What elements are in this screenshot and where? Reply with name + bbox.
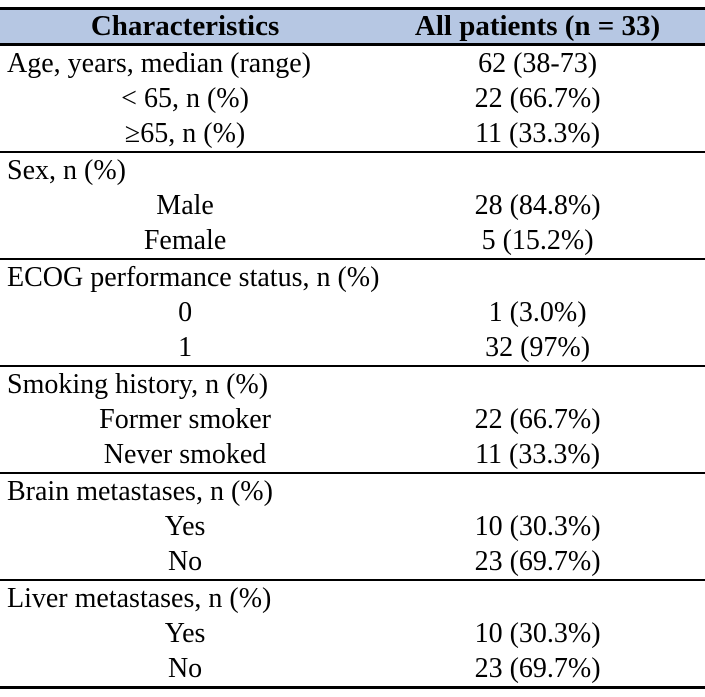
characteristic-category-cell: Brain metastases, n (%) [0, 472, 371, 509]
characteristic-category-cell: ECOG performance status, n (%) [0, 258, 379, 295]
table-row: 0 1 (3.0%) [0, 295, 705, 330]
value-cell [370, 472, 705, 509]
value-cell: 62 (38-73) [478, 48, 598, 79]
table-row: ECOG performance status, n (%) [0, 258, 705, 295]
value-cell: 5 (15.2%) [481, 225, 594, 256]
characteristic-subitem-cell: Yes [164, 618, 206, 649]
characteristic-subitem-cell: ≥65, n (%) [124, 118, 246, 149]
table-row: No 23 (69.7%) [0, 651, 705, 688]
value-cell [370, 151, 705, 188]
characteristic-subitem-cell: No [167, 653, 203, 684]
value-cell: 23 (69.7%) [474, 653, 601, 684]
characteristic-subitem-cell: Male [156, 190, 214, 221]
table-row: < 65, n (%) 22 (66.7%) [0, 81, 705, 116]
characteristic-subitem-cell: Former smoker [99, 404, 271, 435]
table-row: Brain metastases, n (%) [0, 472, 705, 509]
characteristic-category-cell: Smoking history, n (%) [0, 365, 371, 402]
value-cell: 32 (97%) [485, 332, 591, 363]
characteristic-subitem-cell: Never smoked [103, 439, 267, 470]
characteristic-subitem-cell: Female [143, 225, 227, 256]
patient-characteristics-table: Characteristics All patients (n = 33) Ag… [0, 7, 705, 689]
value-cell: 11 (33.3%) [475, 439, 601, 470]
characteristic-category-cell: Liver metastases, n (%) [0, 579, 371, 616]
table-row: Yes 10 (30.3%) [0, 616, 705, 651]
value-cell: 1 (3.0%) [488, 297, 587, 328]
value-cell: 28 (84.8%) [474, 190, 601, 221]
table-row: No 23 (69.7%) [0, 544, 705, 580]
table-row: Male 28 (84.8%) [0, 188, 705, 223]
value-cell: 10 (30.3%) [474, 618, 601, 649]
characteristics-column-header: Characteristics [0, 8, 371, 46]
value-cell [370, 579, 705, 616]
characteristic-category-cell: Age, years, median (range) [7, 48, 311, 79]
table-row: Liver metastases, n (%) [0, 579, 705, 616]
table-header-row: Characteristics All patients (n = 33) [0, 8, 705, 46]
table-row: Former smoker 22 (66.7%) [0, 402, 705, 437]
value-cell [370, 365, 705, 402]
table-row: Female 5 (15.2%) [0, 223, 705, 259]
characteristic-subitem-cell: No [167, 546, 203, 577]
table-row: Sex, n (%) [0, 151, 705, 188]
value-cell: 22 (66.7%) [474, 83, 601, 114]
table-row: ≥65, n (%) 11 (33.3%) [0, 116, 705, 152]
table-row: Smoking history, n (%) [0, 365, 705, 402]
table-row: Age, years, median (range) 62 (38-73) [0, 45, 705, 82]
value-cell: 10 (30.3%) [474, 511, 601, 542]
value-cell: 22 (66.7%) [474, 404, 601, 435]
characteristic-subitem-cell: Yes [164, 511, 206, 542]
characteristic-subitem-cell: < 65, n (%) [121, 83, 249, 114]
value-cell [370, 258, 705, 295]
all-patients-column-header: All patients (n = 33) [370, 8, 705, 46]
table-row: Yes 10 (30.3%) [0, 509, 705, 544]
table-row: Never smoked 11 (33.3%) [0, 437, 705, 473]
value-cell: 23 (69.7%) [474, 546, 601, 577]
characteristic-category-cell: Sex, n (%) [0, 151, 371, 188]
characteristic-subitem-cell: 0 [178, 297, 193, 328]
table-row: 1 32 (97%) [0, 330, 705, 366]
table-body: Age, years, median (range) 62 (38-73) < 65… [0, 45, 705, 688]
value-cell: 11 (33.3%) [475, 118, 601, 149]
characteristic-subitem-cell: 1 [178, 332, 193, 363]
